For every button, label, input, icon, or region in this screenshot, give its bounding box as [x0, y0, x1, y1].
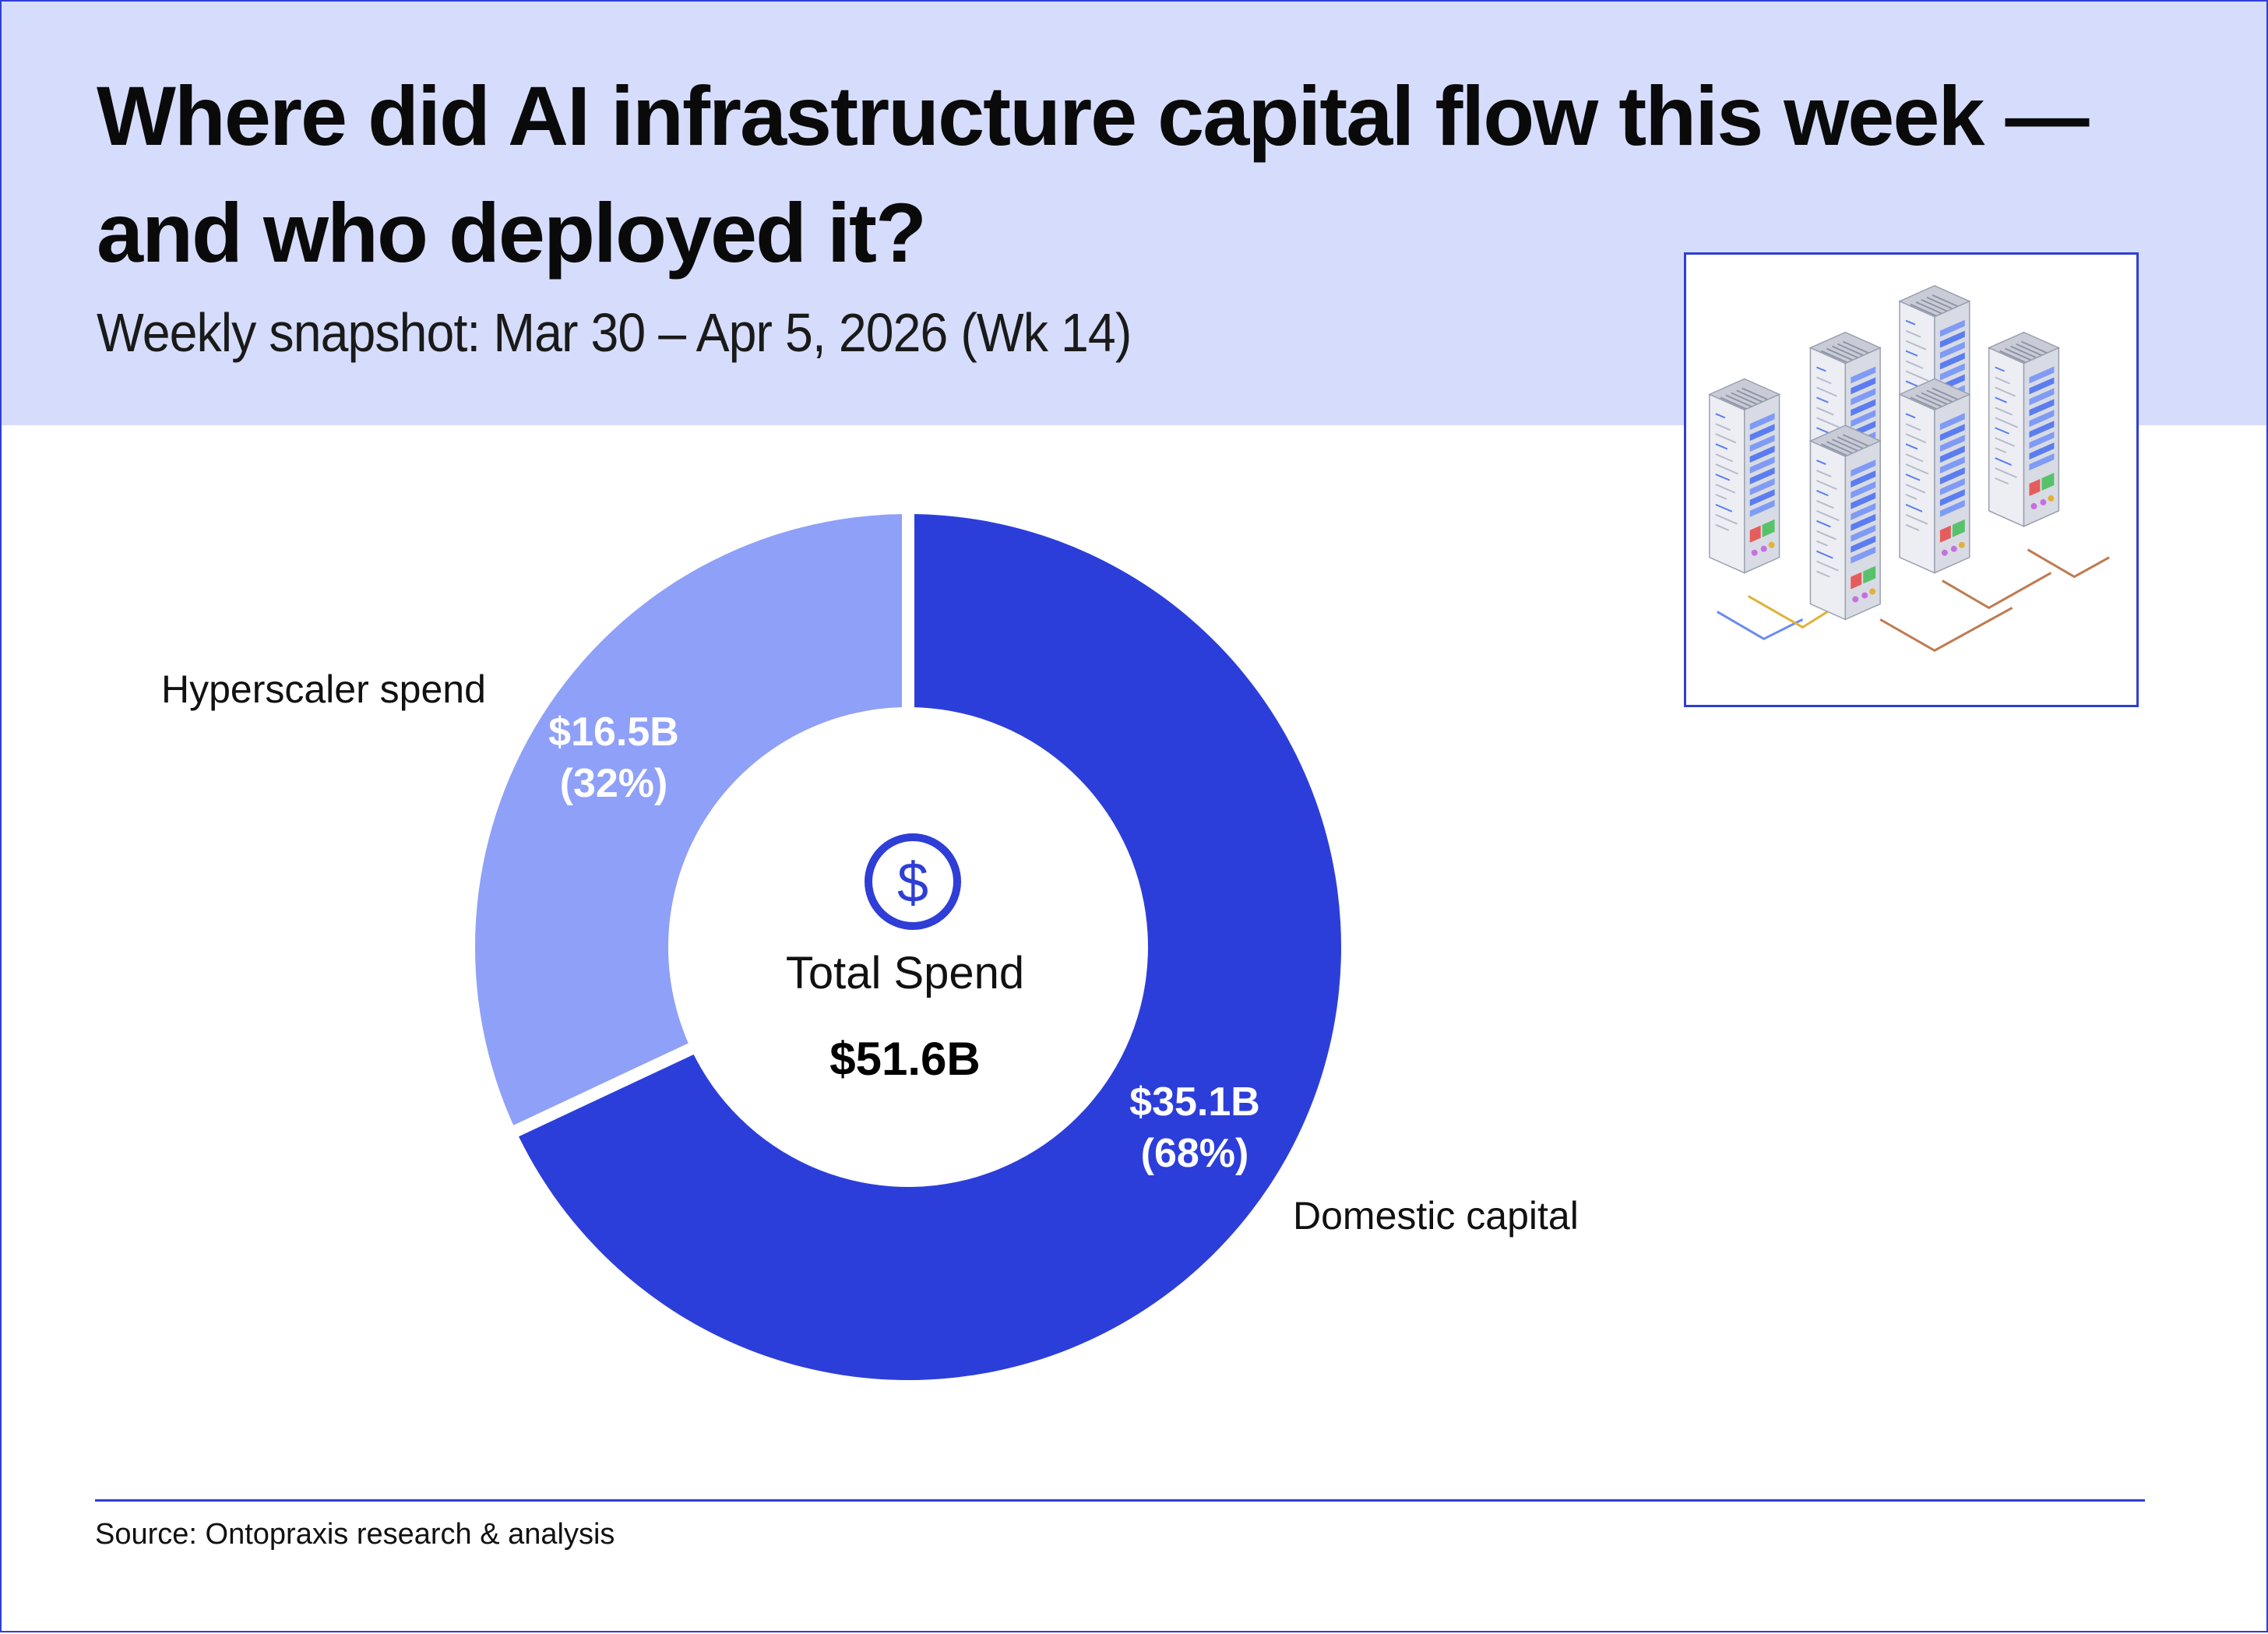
- dollar-circle-icon: [865, 833, 961, 930]
- footer-divider: [95, 1499, 2145, 1502]
- center-total-value: $51.6B: [829, 1033, 980, 1085]
- slice-hyperscaler-spend: [475, 514, 908, 1131]
- cable: [2027, 548, 2110, 579]
- server-rack: [1987, 331, 2061, 527]
- dollar-sign-glyph: $: [897, 852, 928, 914]
- server-rack: [1898, 378, 1971, 574]
- server-rack: [1708, 378, 1781, 574]
- cable: [1879, 607, 2013, 652]
- slice-separator: [510, 1041, 697, 1138]
- source-note: Source: Ontopraxis research & analysis: [95, 1518, 615, 1551]
- cable: [1747, 595, 1835, 629]
- cable: [1717, 611, 1804, 640]
- slice-percent-label: (32%): [560, 761, 668, 806]
- slice-value-label: $16.5B: [548, 710, 679, 755]
- slice-category-label: Domestic capital: [1293, 1194, 1579, 1238]
- slice-value-label: $35.1B: [1129, 1079, 1260, 1125]
- slice-category-label: Hyperscaler spend: [161, 667, 486, 711]
- page-title: Where did AI infrastructure capital flow…: [97, 69, 2090, 280]
- slice-percent-label: (68%): [1141, 1131, 1249, 1176]
- center-label: Total Spend: [786, 948, 1024, 998]
- page-subtitle: Weekly snapshot: Mar 30 – Apr 5, 2026 (W…: [97, 302, 1132, 363]
- slice-domestic-capital: [516, 514, 1342, 1381]
- server-rack: [1808, 424, 1882, 621]
- cable: [1942, 572, 2052, 610]
- server-racks-illustration: [1684, 252, 2139, 707]
